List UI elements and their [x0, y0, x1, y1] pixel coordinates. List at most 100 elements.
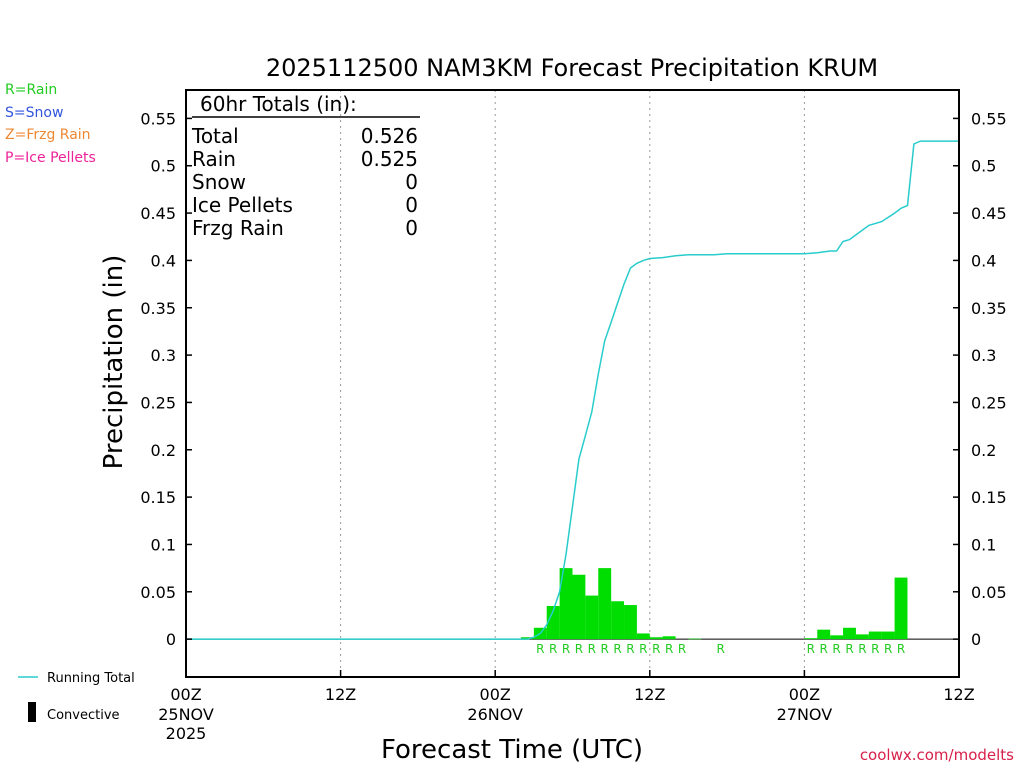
- precip-bar: [585, 595, 599, 640]
- y-axis-ticks: 0 00.05 0.050.1 0.10.15 0.150.2 0.20.25 0.250.…: [140, 109, 1006, 649]
- ptype-label: R: [562, 642, 570, 656]
- x-tick-date: 27NOV: [777, 705, 833, 724]
- y-tick-label-right: 0.1: [971, 535, 996, 554]
- y-tick-label-right: 0.55: [971, 109, 1007, 128]
- y-tick-label-left: 0.55: [140, 109, 176, 128]
- precip-bar: [624, 605, 637, 640]
- precip-bar: [868, 631, 882, 640]
- legend-frzg-rain: Z=Frzg Rain: [5, 127, 91, 143]
- ptype-label: R: [832, 642, 840, 656]
- ptype-label: R: [588, 642, 596, 656]
- y-tick-label-left: 0.45: [140, 204, 176, 223]
- precip-bar: [598, 568, 612, 640]
- y-tick-label-right: 0.25: [971, 393, 1007, 412]
- precip-bar: [572, 574, 586, 640]
- y-tick-label-right: 0: [971, 630, 981, 649]
- ptype-label: R: [536, 642, 544, 656]
- totals-box: 60hr Totals (in): Total 0.526 Rain 0.525…: [191, 92, 420, 240]
- y-tick-label-left: 0: [166, 630, 176, 649]
- precip-bar: [830, 635, 844, 640]
- chart-title: 2025112500 NAM3KM Forecast Precipitation…: [266, 54, 878, 82]
- gridlines: [340, 90, 805, 677]
- y-tick-label-left: 0.4: [151, 251, 176, 270]
- totals-snow-label: Snow: [192, 170, 246, 194]
- precip-bar: [649, 637, 663, 640]
- y-tick-label-right: 0.3: [971, 346, 996, 365]
- precip-bar: [662, 636, 676, 640]
- y-tick-label-right: 0.5: [971, 157, 996, 176]
- ptype-label: R: [897, 642, 905, 656]
- ptype-label: R: [639, 642, 647, 656]
- precip-bar: [546, 605, 560, 640]
- y-tick-label-left: 0.5: [151, 157, 176, 176]
- precip-bar: [881, 631, 895, 640]
- y-tick-label-left: 0.05: [140, 583, 176, 602]
- precip-bar: [843, 627, 856, 640]
- ptype-label: R: [549, 642, 557, 656]
- y-tick-label-right: 0.2: [971, 441, 996, 460]
- credit-text: coolwx.com/modelts: [860, 746, 1014, 764]
- totals-frzg-rain-label: Frzg Rain: [192, 216, 284, 240]
- y-tick-label-left: 0.35: [140, 299, 176, 318]
- y-tick-label-left: 0.15: [140, 488, 176, 507]
- x-tick-label: 00Z: [789, 685, 820, 704]
- ptype-label: R: [807, 642, 815, 656]
- ptype-label: R: [575, 642, 583, 656]
- y-tick-label-left: 0.1: [151, 535, 176, 554]
- ptype-label: R: [601, 642, 609, 656]
- y-tick-label-right: 0.4: [971, 251, 996, 270]
- x-tick-label: 12Z: [943, 685, 974, 704]
- ptype-label: R: [678, 642, 686, 656]
- y-tick-label-right: 0.35: [971, 299, 1007, 318]
- totals-total-label: Total: [191, 124, 239, 148]
- legend-running-total-label: Running Total: [47, 671, 135, 686]
- y-tick-label-left: 0.25: [140, 393, 176, 412]
- ptype-label: R: [884, 642, 892, 656]
- precip-bar: [611, 601, 625, 640]
- y-tick-label-left: 0.3: [151, 346, 176, 365]
- x-tick-label: 00Z: [480, 685, 511, 704]
- precip-bar: [804, 638, 818, 640]
- y-axis-title: Precipitation (in): [99, 255, 129, 470]
- running-total-series: [186, 140, 959, 640]
- running-total-line: [186, 140, 959, 640]
- legend-running-total: Running Total: [18, 671, 135, 686]
- ptype-label: R: [716, 642, 724, 656]
- ptype-label: R: [845, 642, 853, 656]
- x-tick-label: 12Z: [634, 685, 665, 704]
- ptype-label: R: [626, 642, 634, 656]
- ptype-label: R: [652, 642, 660, 656]
- y-tick-label-right: 0.05: [971, 583, 1007, 602]
- legend-convective-label: Convective: [47, 708, 120, 723]
- legend-rain: R=Rain: [5, 82, 58, 98]
- precip-bar: [688, 638, 702, 640]
- convective-swatch: [28, 702, 36, 722]
- legend-convective: Convective: [28, 702, 120, 723]
- ptype-label: R: [820, 642, 828, 656]
- ptype-label: R: [613, 642, 621, 656]
- totals-total-value: 0.526: [361, 124, 418, 148]
- precip-bar: [559, 568, 573, 640]
- y-tick-label-right: 0.15: [971, 488, 1007, 507]
- ptype-label: R: [871, 642, 879, 656]
- totals-header: 60hr Totals (in):: [200, 92, 357, 116]
- totals-ice-pellets-value: 0: [405, 193, 418, 217]
- ptype-label: R: [665, 642, 673, 656]
- x-tick-label: 12Z: [325, 685, 356, 704]
- ptype-label: R: [858, 642, 866, 656]
- y-tick-label-right: 0.45: [971, 204, 1007, 223]
- plot-frame: [185, 89, 960, 678]
- x-tick-date: 26NOV: [467, 705, 523, 724]
- totals-ice-pellets-label: Ice Pellets: [192, 193, 293, 217]
- precip-bar: [817, 629, 831, 640]
- totals-frzg-rain-value: 0: [405, 216, 418, 240]
- y-tick-label-left: 0.2: [151, 441, 176, 460]
- x-axis-title: Forecast Time (UTC): [381, 735, 643, 765]
- precip-bars: [520, 568, 908, 640]
- precip-bar: [855, 634, 869, 640]
- legend-ice-pellets: P=Ice Pellets: [5, 150, 96, 166]
- totals-snow-value: 0: [405, 170, 418, 194]
- precip-bar: [894, 577, 908, 640]
- precip-bar: [520, 637, 534, 640]
